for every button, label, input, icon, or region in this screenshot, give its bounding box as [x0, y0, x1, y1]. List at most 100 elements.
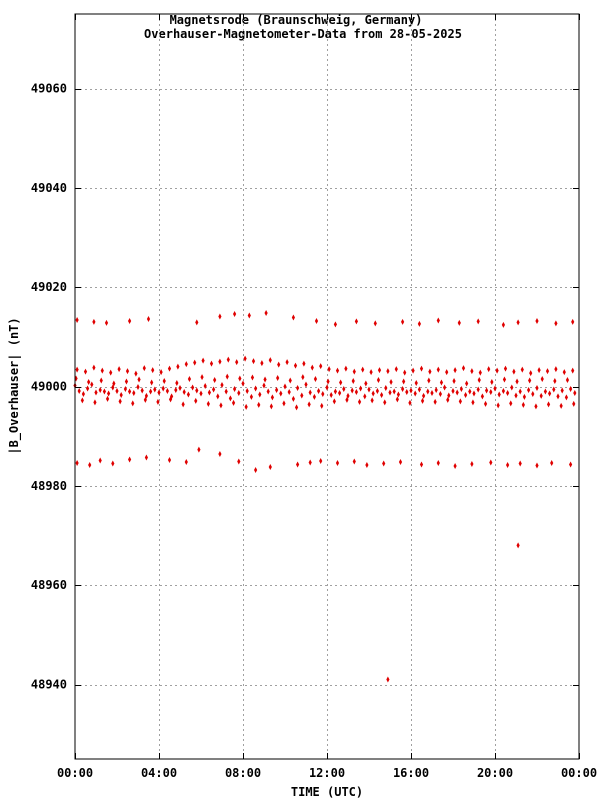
data-point: [545, 368, 550, 375]
data-point: [125, 368, 130, 375]
data-point: [480, 393, 484, 400]
data-point: [495, 367, 499, 374]
data-point: [496, 402, 500, 409]
data-point: [394, 366, 398, 373]
y-tick-labels: 48940 48960 48980 49000 49020 49040 49060: [31, 82, 67, 692]
data-point: [159, 369, 163, 376]
data-point: [243, 355, 247, 362]
data-point: [436, 459, 440, 466]
data-point: [490, 379, 494, 386]
data-point: [402, 378, 406, 385]
data-point: [216, 393, 220, 400]
data-point: [332, 398, 336, 405]
data-point: [365, 461, 369, 468]
data-point: [529, 370, 533, 377]
data-point: [218, 358, 222, 365]
data-point: [293, 362, 298, 369]
data-point: [487, 366, 491, 373]
data-point: [569, 461, 573, 468]
data-point: [254, 466, 258, 473]
data-point: [478, 369, 482, 376]
data-point: [99, 377, 103, 384]
data-point: [194, 397, 198, 404]
data-point: [287, 388, 291, 395]
data-point: [339, 379, 343, 386]
data-point: [266, 388, 270, 395]
data-point: [257, 401, 261, 408]
data-point: [288, 377, 292, 384]
data-point: [104, 319, 109, 326]
data-point: [251, 358, 256, 365]
data-point: [411, 367, 415, 374]
data-point: [548, 390, 552, 397]
data-point: [364, 380, 368, 387]
data-point: [237, 458, 241, 465]
data-point: [428, 368, 432, 375]
data-point: [477, 377, 481, 384]
data-point: [455, 389, 459, 396]
data-point: [476, 386, 480, 393]
data-point: [471, 399, 475, 406]
data-point: [546, 401, 551, 408]
data-point: [237, 389, 241, 396]
data-point: [94, 389, 98, 396]
data-point: [226, 356, 230, 363]
data-point: [451, 387, 455, 394]
data-point: [282, 400, 286, 407]
data-point: [438, 390, 442, 397]
data-point: [382, 460, 386, 467]
data-point: [506, 461, 510, 468]
data-point: [470, 368, 474, 375]
data-point: [247, 312, 251, 319]
data-point: [231, 399, 236, 406]
x-tick-label: 20:00: [477, 766, 513, 780]
data-point: [162, 378, 166, 385]
data-point: [518, 388, 522, 395]
data-point: [383, 399, 387, 406]
data-point: [98, 457, 102, 464]
plot-frame: [74, 13, 580, 760]
data-point: [485, 387, 489, 394]
data-point: [516, 542, 520, 549]
x-tick-label: 00:00: [57, 766, 93, 780]
data-point: [233, 310, 237, 317]
data-point: [351, 378, 355, 385]
x-axis-label: TIME (UTC): [291, 785, 363, 799]
data-point: [528, 377, 532, 384]
data-point: [233, 385, 237, 392]
data-point: [539, 392, 543, 399]
data-point: [131, 400, 135, 407]
data-point: [375, 387, 379, 394]
data-point: [199, 390, 203, 397]
y-tick-label: 49040: [31, 181, 67, 195]
data-point: [392, 388, 396, 395]
x-tick-label: 00:00: [561, 766, 597, 780]
data-point: [501, 387, 505, 394]
data-point: [314, 317, 319, 324]
data-point: [417, 320, 421, 327]
data-point: [465, 380, 469, 387]
data-point: [522, 393, 526, 400]
data-point: [182, 388, 186, 395]
data-point: [83, 368, 88, 375]
data-point: [136, 383, 140, 390]
data-point: [313, 376, 318, 383]
data-point: [235, 359, 239, 366]
data-point: [218, 451, 222, 458]
data-point: [518, 460, 522, 467]
data-point: [422, 392, 426, 399]
data-point: [301, 374, 305, 381]
data-point: [369, 369, 373, 376]
data-point: [304, 381, 308, 388]
data-point: [333, 321, 337, 328]
data-point: [302, 360, 306, 367]
data-point: [276, 375, 280, 382]
data-point: [178, 384, 182, 391]
data-point: [401, 385, 405, 392]
data-point: [228, 395, 232, 402]
data-point: [195, 387, 199, 394]
chart-subtitle: Overhauser-Magnetometer-Data from 28-05-…: [144, 27, 462, 41]
data-point: [370, 397, 374, 404]
data-point: [459, 385, 463, 392]
data-point: [270, 394, 274, 401]
